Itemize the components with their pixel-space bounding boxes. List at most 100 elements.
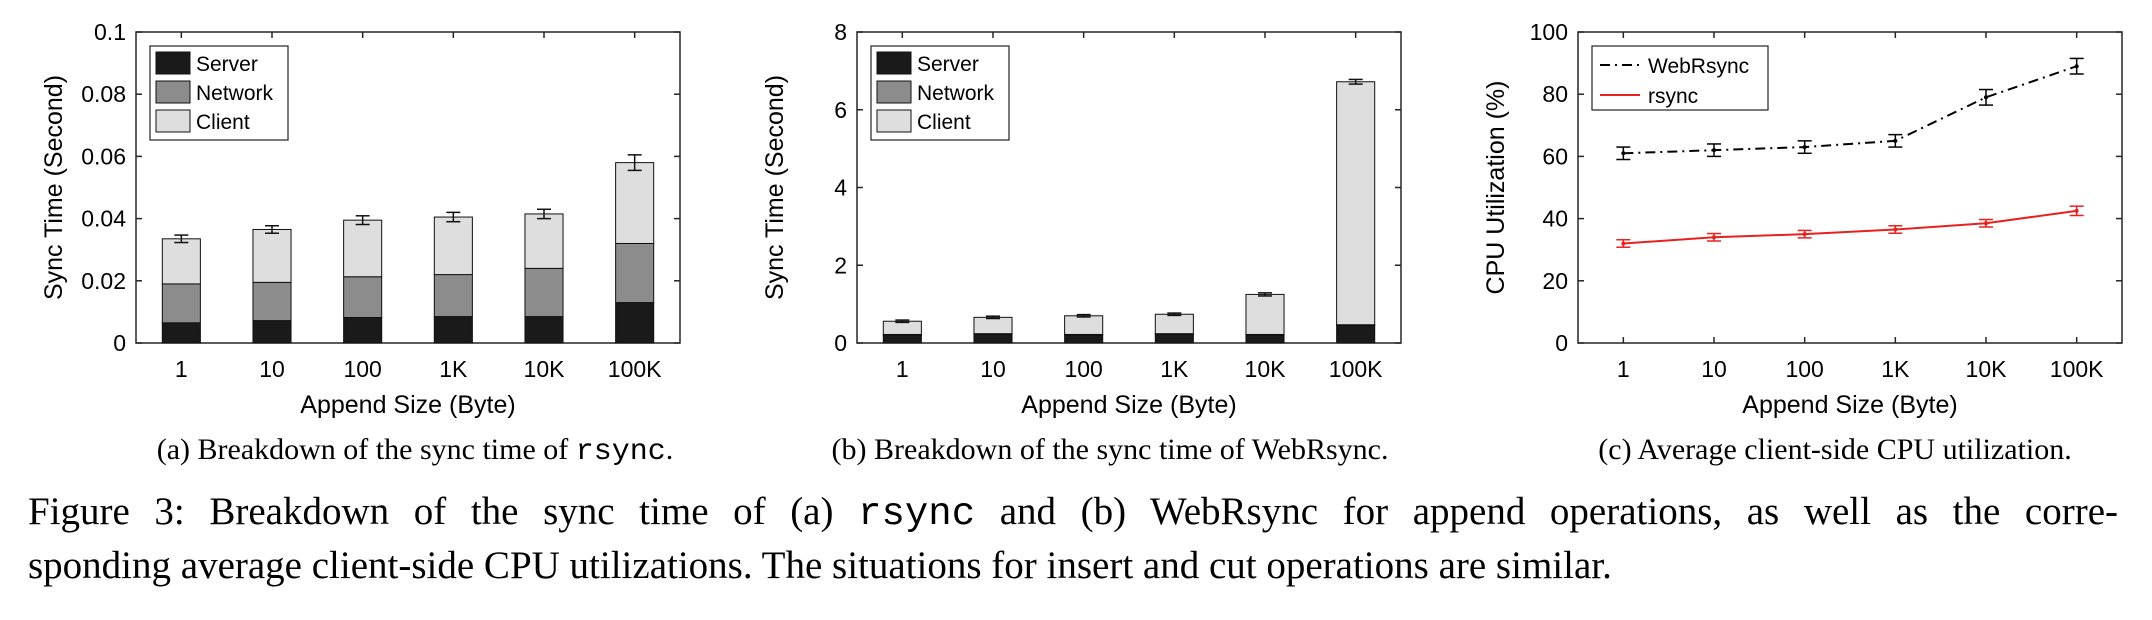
chart-b-legend-swatch-network (876, 80, 912, 104)
chart-b-legend-label-client: Client (917, 111, 971, 134)
chart-c-xtick-label: 100K (2050, 356, 2104, 382)
chart-a-xtick-label: 10 (259, 356, 285, 382)
chart-b-bar-server (973, 333, 1013, 344)
chart-a-xtick-label: 10K (524, 356, 566, 382)
subcaption-a-code: rsync (575, 435, 666, 469)
chart-b-xtick-label: 1 (896, 356, 909, 382)
chart-a-legend-label-server: Server (196, 53, 258, 76)
chart-c-ytick-label: 0 (1555, 330, 1568, 356)
chart-a-bar-server (615, 302, 655, 344)
figure-caption-code: rsync (858, 492, 976, 536)
chart-c-frame (1577, 31, 2123, 344)
subcaption-c-text: (c) Average client-side CPU utilization. (1598, 433, 2072, 466)
figure-caption-line1: Figure 3: Breakdown of the sync time of … (28, 486, 2118, 540)
chart-a-bar-network (615, 242, 655, 304)
chart-b-ytick-label: 0 (834, 330, 847, 356)
chart-b-ytick-label: 2 (834, 252, 847, 278)
chart-a-ytick-label: 0.04 (81, 206, 126, 232)
chart-a-ytick-label: 0.08 (81, 81, 126, 107)
chart-c-point-webrsync (1984, 95, 1988, 100)
subcaption-b: (b) Breakdown of the sync time of WebRsy… (780, 433, 1440, 467)
chart-c-xtick-label: 10K (1966, 356, 2008, 382)
chart-c-ytick-label: 80 (1542, 81, 1568, 107)
chart-c-point-rsync (1984, 221, 1988, 226)
chart-a-ytick-label: 0.06 (81, 143, 126, 169)
chart-c-point-webrsync (1893, 138, 1898, 143)
chart-c-point-rsync (1802, 232, 1807, 237)
chart-c-line-rsync (1623, 209, 2077, 245)
chart-b-legend-swatch-client (876, 109, 912, 133)
chart-b-bar-client (882, 320, 922, 335)
subcaption-a-suffix: . (665, 433, 674, 466)
chart-c-xtick-label: 10 (1701, 356, 1727, 382)
chart-a-xtick-label: 1 (175, 356, 188, 382)
figure-caption-part1: Figure 3: Breakdown of the sync time of … (28, 490, 859, 533)
chart-a-bar-client (161, 238, 201, 285)
figure-caption-line2: sponding average client-side CPU utiliza… (28, 544, 1612, 587)
chart-a-bar-network (161, 283, 201, 324)
charts-area: 00.020.040.060.080.11 10 100 1K 10K 100KAppen… (40, 19, 2123, 419)
chart-a-bar-server (161, 322, 201, 344)
chart-a-ytick-label: 0 (113, 330, 126, 356)
chart-a-legend-label-client: Client (196, 111, 250, 134)
chart-b-bar-client (973, 316, 1013, 335)
chart-b-legend-label-server: Server (917, 53, 979, 76)
chart-a-bar-server (343, 316, 383, 344)
chart-b-xtick-label: 100K (1329, 356, 1383, 382)
chart-b-bar-client (1245, 293, 1285, 335)
chart-a-bar-client (615, 162, 655, 244)
chart-c-line-webrsync (1623, 65, 2077, 155)
chart-c-xtick-label: 1 (1617, 356, 1630, 382)
chart-c-ytick-label: 60 (1542, 143, 1568, 169)
chart-b-bar-server (1245, 334, 1285, 344)
chart-a-bar-client (343, 219, 383, 278)
chart-c-point-webrsync (1802, 145, 1807, 150)
chart-b-ytick-label: 8 (834, 19, 847, 45)
chart-a-bar-server (524, 316, 564, 344)
chart-c-legend-label-rsync: rsync (1648, 85, 1698, 108)
chart-c-point-rsync (1893, 227, 1898, 232)
figure-caption: Figure 3: Breakdown of the sync time of … (28, 486, 2118, 592)
chart-a-xtick-label: 100 (343, 356, 381, 382)
subcaption-b-text: (b) Breakdown of the sync time of WebRsy… (831, 433, 1389, 466)
chart-b-bar-server (1154, 333, 1194, 344)
chart-a-frame (135, 31, 681, 344)
chart-b-bar-server (1064, 334, 1104, 344)
chart-b-bar-client (1336, 81, 1376, 326)
chart-c-ytick-label: 20 (1542, 268, 1568, 294)
chart-a-bar-server (252, 320, 292, 344)
chart-c-xtick-label: 100 (1785, 356, 1823, 382)
chart-a-bar-client (252, 228, 292, 283)
chart-a-bar-server (433, 316, 473, 344)
chart-b-bar-client (1154, 313, 1194, 335)
chart-c-point-webrsync (1712, 148, 1716, 153)
chart-a-legend-label-network: Network (196, 82, 274, 105)
chart-a-bar-client (433, 216, 473, 276)
chart-c-legend (1591, 45, 1769, 111)
chart-a-xlabel: Append Size (Byte) (300, 391, 515, 419)
chart-c-point-rsync (1712, 235, 1716, 240)
chart-c-xtick-label: 1K (1881, 356, 1910, 382)
chart-a-ytick-label: 0.02 (81, 268, 126, 294)
chart-b-xtick-label: 10 (980, 356, 1006, 382)
chart-a-xtick-label: 1K (439, 356, 468, 382)
chart-b-xlabel: Append Size (Byte) (1021, 391, 1236, 419)
chart-a-bar-network (343, 276, 383, 318)
figure-caption-part2: and (b) WebRsync for append operations, … (975, 490, 2118, 533)
chart-b-bar-server (1336, 325, 1376, 344)
chart-b-legend-label-network: Network (917, 82, 995, 105)
chart-c-xlabel: Append Size (Byte) (1742, 391, 1957, 419)
chart-c-ytick-label: 100 (1530, 19, 1568, 45)
chart-c-point-rsync (2074, 208, 2079, 213)
chart-a-xtick-label: 100K (608, 356, 662, 382)
chart-a-bar-network (433, 274, 473, 318)
chart-b-xtick-label: 10K (1245, 356, 1287, 382)
chart-a-legend-swatch-server (155, 51, 191, 75)
chart-c-ytick-label: 40 (1542, 206, 1568, 232)
chart-c-point-rsync (1621, 241, 1626, 246)
chart-a-ylabel: Sync Time (Second) (40, 75, 68, 300)
chart-a-legend-swatch-network (155, 80, 191, 104)
chart-c-point-webrsync (2074, 64, 2079, 69)
chart-a-bar-client (524, 213, 564, 269)
